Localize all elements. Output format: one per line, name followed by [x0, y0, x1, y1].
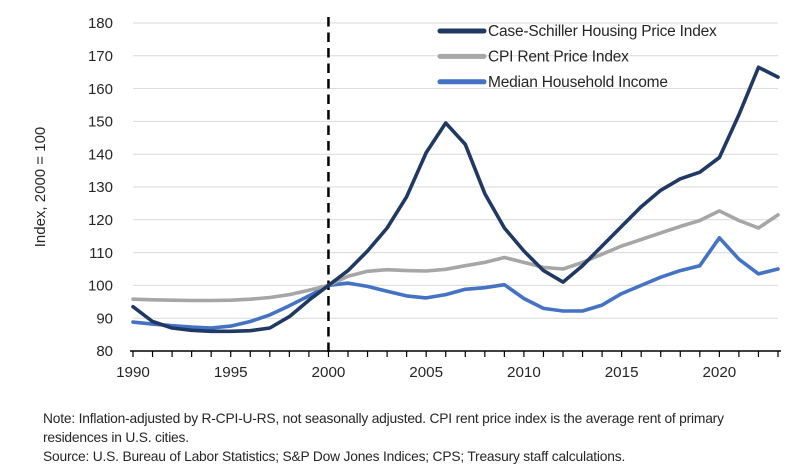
y-tick-label: 130 [88, 179, 113, 196]
y-tick-label: 80 [96, 343, 113, 360]
legend-label-cpi-rent: CPI Rent Price Index [488, 49, 629, 66]
y-tick-label: 100 [88, 278, 113, 295]
source-text: Source: U.S. Bureau of Labor Statistics;… [43, 449, 626, 464]
x-tick-label: 2000 [312, 364, 346, 381]
legend-label-case-schiller: Case-Schiller Housing Price Index [488, 23, 717, 40]
line-chart: 80 90 100 110 120 130 140 150 160 170 180 1990 1995 2… [32, 15, 781, 381]
x-tick-label: 2010 [507, 364, 541, 381]
y-tick-label: 110 [89, 245, 113, 262]
series-line-case-schiller [131, 65, 780, 334]
y-tick-label: 120 [88, 212, 113, 229]
y-tick-label: 150 [88, 114, 113, 131]
note-text: Note: Inflation-adjusted by R-CPI-U-RS, … [43, 411, 724, 445]
legend-label-median-income: Median Household Income [488, 74, 668, 91]
series-line-cpi-rent [131, 209, 780, 303]
y-tick-label: 90 [96, 310, 113, 327]
y-tick-label: 180 [88, 15, 113, 32]
x-tick-label: 2015 [605, 364, 639, 381]
x-tick-label: 2005 [409, 364, 443, 381]
y-tick-label: 170 [88, 48, 113, 65]
x-tick-label: 2020 [702, 364, 736, 381]
y-tick-label: 140 [88, 146, 113, 163]
x-tick-label: 1995 [214, 364, 248, 381]
y-tick-label: 160 [88, 81, 113, 98]
x-tick-label: 1990 [116, 364, 150, 381]
series-line-median-income [131, 236, 780, 330]
chart-notes: Note: Inflation-adjusted by R-CPI-U-RS, … [43, 409, 802, 466]
y-axis-title: Index, 2000 = 100 [32, 127, 49, 248]
